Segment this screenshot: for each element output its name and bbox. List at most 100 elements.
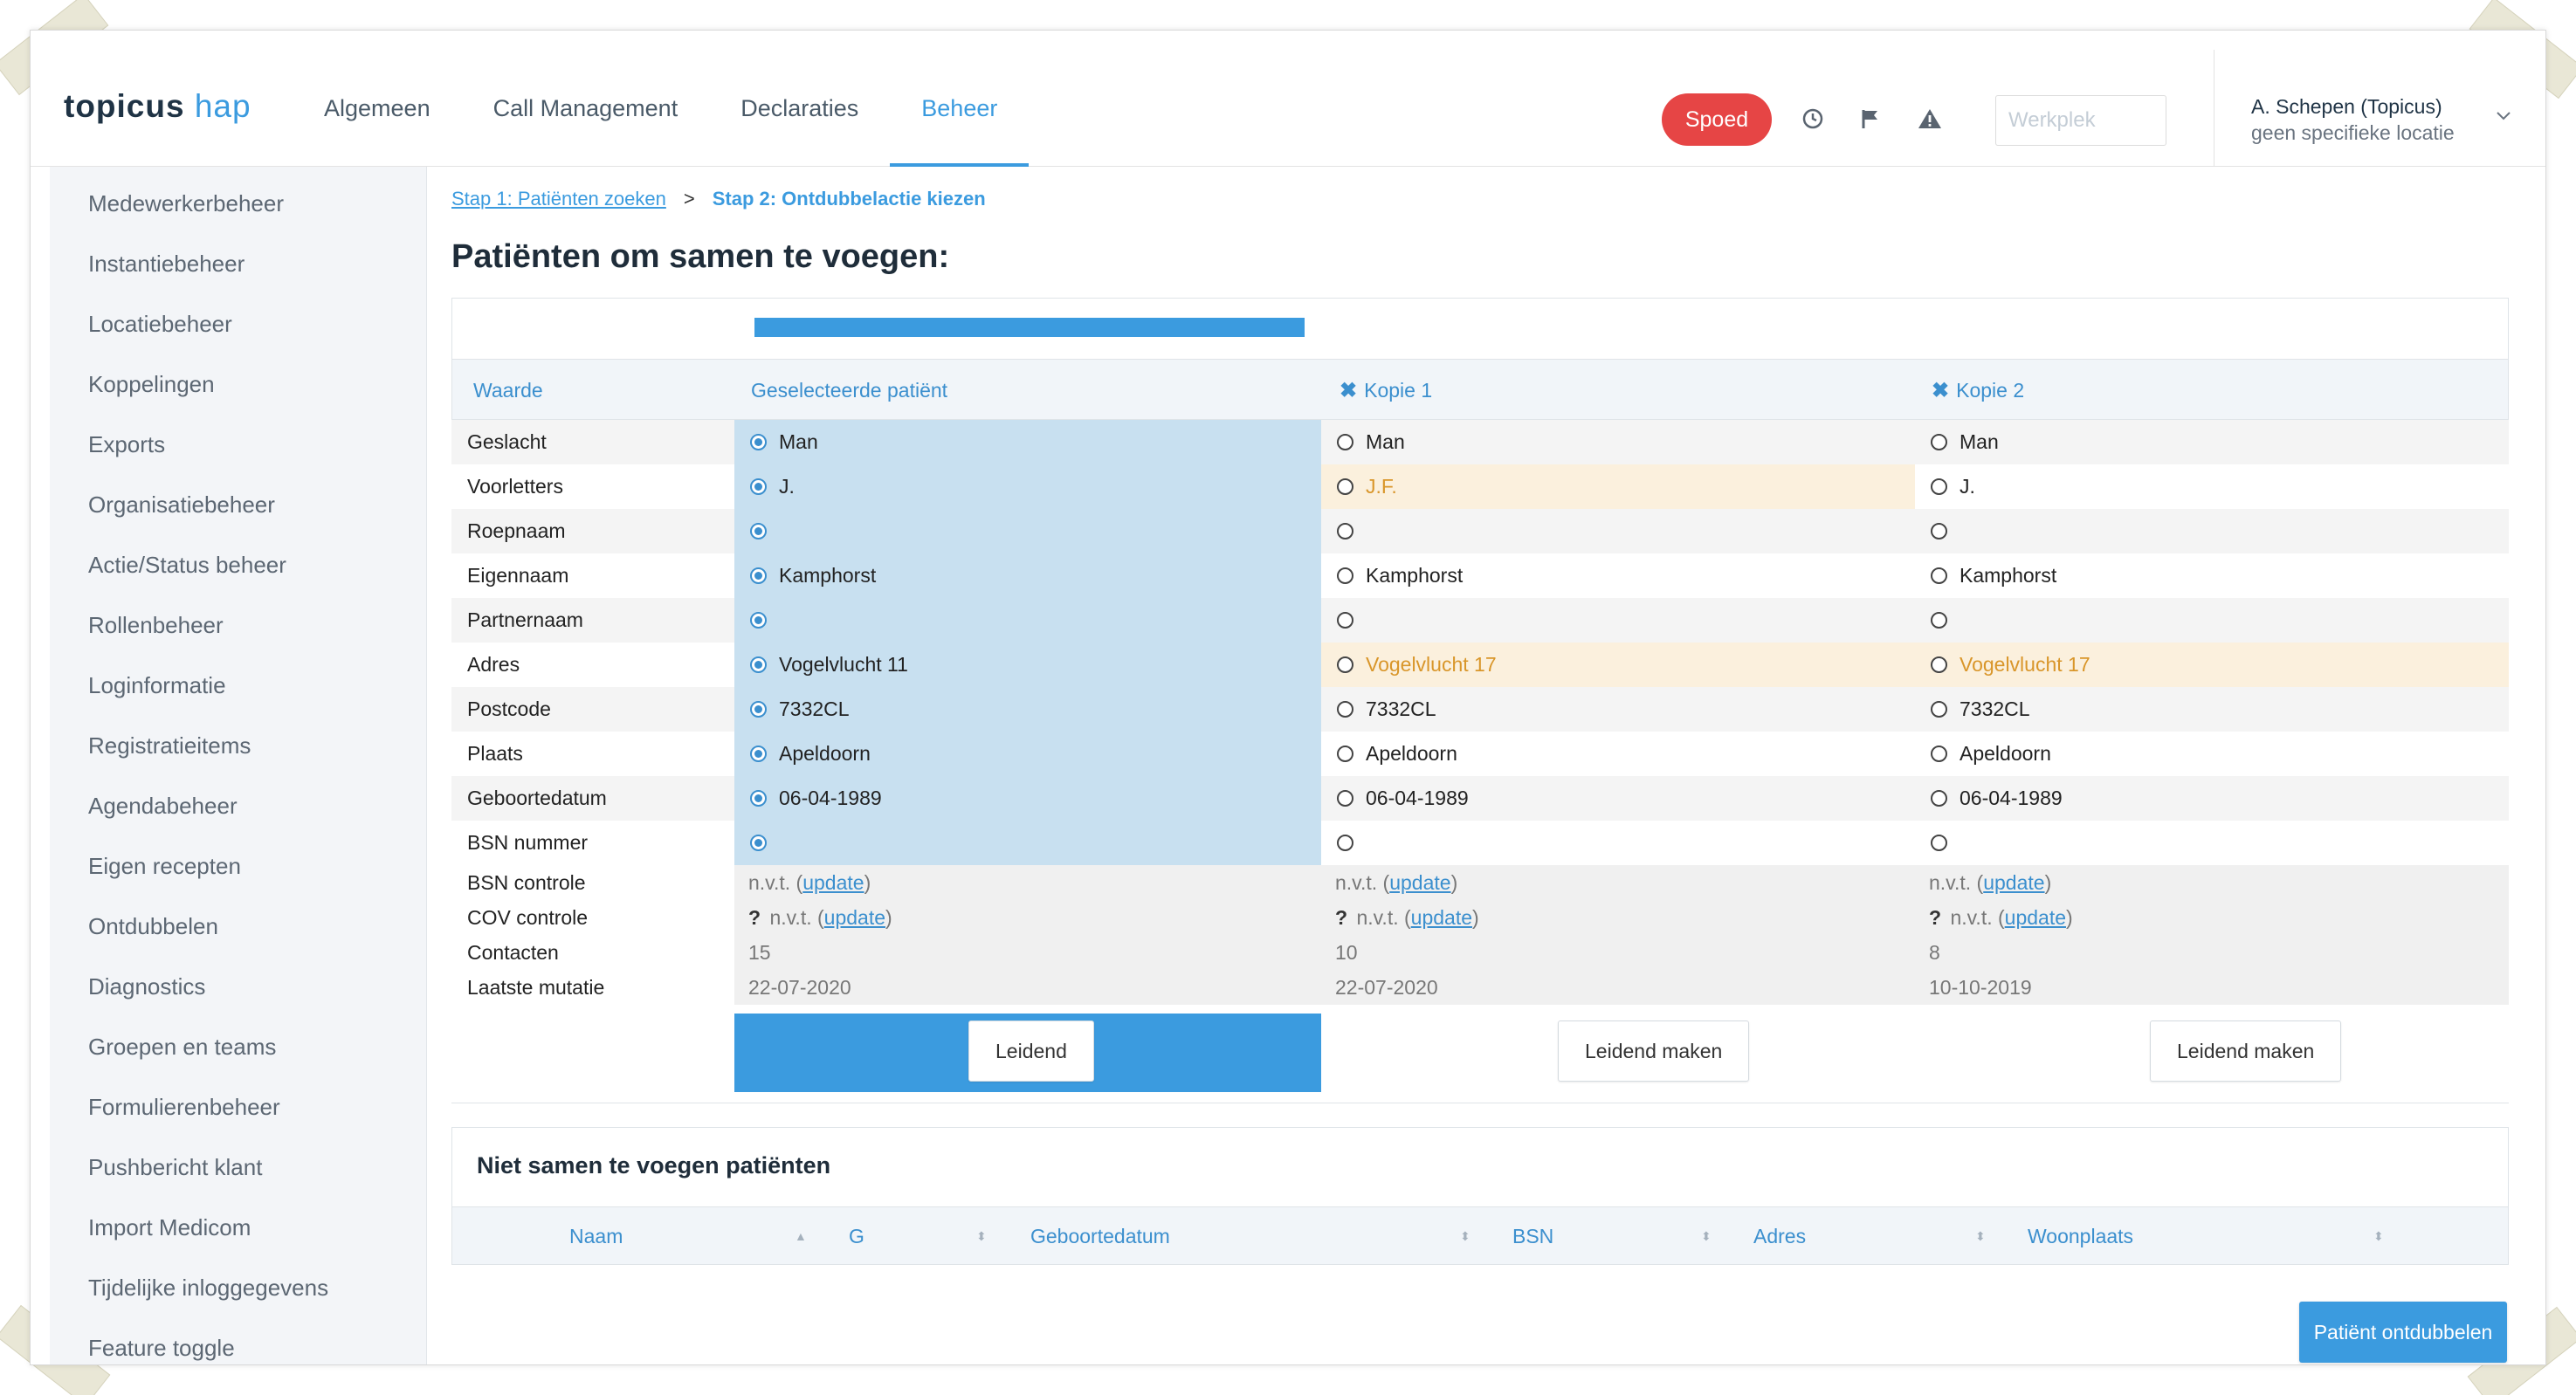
werkplek-input[interactable] <box>1995 95 2166 146</box>
radio-button[interactable] <box>1337 523 1353 539</box>
sidebar-item-instantiebeheer[interactable]: Instantiebeheer <box>88 251 245 277</box>
radio-button[interactable] <box>750 835 767 851</box>
sidebar-item-rollenbeheer[interactable]: Rollenbeheer <box>88 612 224 638</box>
leidend-maken-copy2-button[interactable]: Leidend maken <box>2150 1020 2342 1082</box>
sidebar-item-pushbericht-klant[interactable]: Pushbericht klant <box>88 1154 263 1180</box>
radio-button[interactable] <box>1931 612 1947 629</box>
remove-copy2-icon[interactable]: ✖ <box>1932 379 1950 402</box>
column-adres[interactable]: Adres <box>1753 1225 1807 1247</box>
value-cell[interactable]: J. <box>1915 464 2509 509</box>
radio-button[interactable] <box>1931 701 1947 718</box>
nav-call-management[interactable]: Call Management <box>492 95 678 121</box>
sidebar-item-actie-status-beheer[interactable]: Actie/Status beheer <box>88 552 286 578</box>
value-cell[interactable] <box>1321 509 1915 553</box>
value-cell[interactable]: J.F. <box>1321 464 1915 509</box>
value-cell[interactable]: Vogelvlucht 17 <box>1321 643 1915 687</box>
radio-button[interactable] <box>1931 478 1947 495</box>
radio-button[interactable] <box>1931 567 1947 584</box>
radio-button[interactable] <box>750 701 767 718</box>
update-link[interactable]: update <box>823 905 886 929</box>
remove-copy1-icon[interactable]: ✖ <box>1340 379 1358 402</box>
radio-button[interactable] <box>1337 656 1353 673</box>
column-geboortedatum[interactable]: Geboortedatum <box>1030 1225 1170 1247</box>
column-bsn[interactable]: BSN <box>1512 1225 1554 1247</box>
sidebar-item-groepen-en-teams[interactable]: Groepen en teams <box>88 1034 277 1060</box>
column-naam[interactable]: Naam <box>569 1225 623 1247</box>
radio-button[interactable] <box>1931 656 1947 673</box>
value-cell[interactable]: Apeldoorn <box>734 732 1321 776</box>
value-cell[interactable]: 06-04-1989 <box>1915 776 2509 821</box>
value-cell[interactable]: J. <box>734 464 1321 509</box>
column-woonplaats[interactable]: Woonplaats <box>2028 1225 2134 1247</box>
clock-icon[interactable] <box>1800 107 1826 134</box>
sidebar-item-diagnostics[interactable]: Diagnostics <box>88 973 206 1000</box>
sidebar-item-tijdelijke-inloggegevens[interactable]: Tijdelijke inloggegevens <box>88 1275 329 1301</box>
value-cell[interactable]: 06-04-1989 <box>734 776 1321 821</box>
nav-algemeen[interactable]: Algemeen <box>324 95 430 121</box>
radio-button[interactable] <box>1337 790 1353 807</box>
update-link[interactable]: update <box>1410 905 1473 929</box>
value-cell[interactable]: Man <box>734 420 1321 464</box>
sidebar-item-eigen-recepten[interactable]: Eigen recepten <box>88 853 241 879</box>
chevron-down-icon[interactable] <box>2496 104 2511 127</box>
radio-button[interactable] <box>750 523 767 539</box>
value-cell[interactable] <box>1321 598 1915 643</box>
warning-icon[interactable] <box>1917 107 1943 134</box>
update-link[interactable]: update <box>1983 870 2045 894</box>
column-g[interactable]: G <box>849 1225 864 1247</box>
sidebar-item-organisatiebeheer[interactable]: Organisatiebeheer <box>88 491 275 518</box>
leidend-maken-copy1-button[interactable]: Leidend maken <box>1558 1020 1750 1082</box>
update-link[interactable]: update <box>802 870 864 894</box>
value-cell[interactable] <box>734 821 1321 865</box>
value-cell[interactable]: Man <box>1321 420 1915 464</box>
radio-button[interactable] <box>1337 835 1353 851</box>
sidebar-item-koppelingen[interactable]: Koppelingen <box>88 371 215 397</box>
user-menu[interactable]: A. Schepen (Topicus) geen specifieke loc… <box>2214 50 2511 167</box>
value-cell[interactable]: 7332CL <box>1321 687 1915 732</box>
radio-button[interactable] <box>1337 478 1353 495</box>
radio-button[interactable] <box>1337 701 1353 718</box>
update-link[interactable]: update <box>1389 870 1451 894</box>
sort-icon[interactable]: ⬍ <box>2373 1229 2384 1243</box>
value-cell[interactable] <box>734 509 1321 553</box>
radio-button[interactable] <box>1931 835 1947 851</box>
value-cell[interactable]: Man <box>1915 420 2509 464</box>
sidebar-item-import-medicom[interactable]: Import Medicom <box>88 1214 251 1240</box>
radio-button[interactable] <box>1337 612 1353 629</box>
sort-desc-icon[interactable]: ▲ <box>795 1229 807 1243</box>
sort-icon[interactable]: ⬍ <box>1701 1229 1712 1243</box>
spoed-button[interactable]: Spoed <box>1662 93 1772 146</box>
radio-button[interactable] <box>750 478 767 495</box>
sort-icon[interactable]: ⬍ <box>1460 1229 1471 1243</box>
sidebar-item-loginformatie[interactable]: Loginformatie <box>88 672 226 698</box>
value-cell[interactable] <box>1915 509 2509 553</box>
sidebar-item-feature-toggle[interactable]: Feature toggle <box>88 1335 235 1361</box>
sort-icon[interactable]: ⬍ <box>976 1229 987 1243</box>
value-cell[interactable]: Apeldoorn <box>1321 732 1915 776</box>
value-cell[interactable] <box>1321 821 1915 865</box>
value-cell[interactable]: Kamphorst <box>734 553 1321 598</box>
patient-ontdubbelen-button[interactable]: Patiënt ontdubbelen <box>2299 1302 2507 1363</box>
radio-button[interactable] <box>1337 746 1353 762</box>
radio-button[interactable] <box>750 567 767 584</box>
value-cell[interactable]: Kamphorst <box>1915 553 2509 598</box>
app-logo[interactable]: topicus hap <box>64 88 251 124</box>
nav-declaraties[interactable]: Declaraties <box>740 95 859 121</box>
radio-button[interactable] <box>1931 746 1947 762</box>
sidebar-item-ontdubbelen[interactable]: Ontdubbelen <box>88 913 218 939</box>
value-cell[interactable] <box>1915 821 2509 865</box>
radio-button[interactable] <box>750 746 767 762</box>
value-cell[interactable] <box>734 598 1321 643</box>
value-cell[interactable]: 7332CL <box>1915 687 2509 732</box>
value-cell[interactable]: Apeldoorn <box>1915 732 2509 776</box>
flag-icon[interactable] <box>1857 107 1884 134</box>
radio-button[interactable] <box>750 612 767 629</box>
breadcrumb-step1-link[interactable]: Stap 1: Patiënten zoeken <box>451 188 666 210</box>
value-cell[interactable]: Vogelvlucht 17 <box>1915 643 2509 687</box>
nav-beheer[interactable]: Beheer <box>890 50 1030 167</box>
sidebar-item-locatiebeheer[interactable]: Locatiebeheer <box>88 311 232 337</box>
radio-button[interactable] <box>750 434 767 450</box>
radio-button[interactable] <box>750 790 767 807</box>
radio-button[interactable] <box>1337 567 1353 584</box>
sidebar-item-medewerkerbeheer[interactable]: Medewerkerbeheer <box>88 190 285 216</box>
